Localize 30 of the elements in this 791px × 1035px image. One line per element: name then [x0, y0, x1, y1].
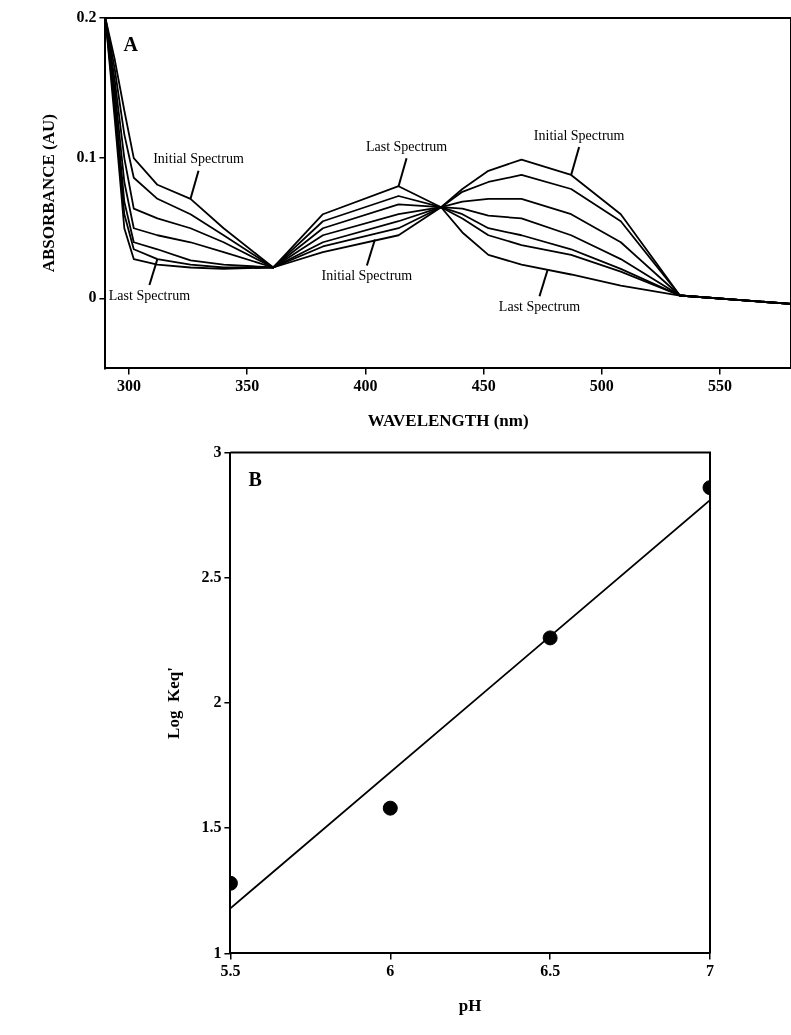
x-tick-label: 7	[706, 962, 714, 980]
x-tick-label: 350	[235, 377, 260, 395]
x-tick-label: 300	[117, 377, 142, 395]
x-tick-label: 5.5	[220, 962, 241, 980]
annotation: Initial Spectrum	[153, 151, 244, 167]
y-tick-label: 2	[213, 693, 222, 711]
y-tick-label: 1	[213, 943, 222, 961]
annotation: B	[248, 467, 262, 490]
annotation: Last Spectrum	[498, 298, 581, 314]
annotation: Initial Spectrum	[533, 127, 625, 143]
x-tick-label: 450	[471, 377, 496, 395]
annotation: Last Spectrum	[108, 287, 191, 303]
y-tick-label: 2.5	[201, 567, 222, 585]
x-axis-title: WAVELENGTH (nm)	[367, 411, 529, 431]
y-tick-label: 0.1	[76, 148, 97, 166]
x-axis-title: pH	[458, 996, 482, 1016]
x-tick-label: 500	[589, 377, 614, 395]
y-axis-title: Log Keq'	[163, 667, 183, 739]
annotation: Initial Spectrum	[321, 268, 413, 284]
x-tick-label: 6.5	[540, 962, 561, 980]
y-tick-label: 0	[88, 288, 97, 306]
y-tick-label: 0.2	[76, 8, 97, 26]
x-tick-label: 6	[386, 962, 395, 980]
x-tick-label: 400	[353, 377, 378, 395]
x-tick-label: 550	[708, 377, 733, 395]
y-axis-title: ABSORBANCE (AU)	[38, 114, 58, 273]
y-tick-label: 3	[213, 442, 222, 460]
annotation: Last Spectrum	[365, 138, 448, 154]
annotation: A	[123, 33, 139, 56]
y-tick-label: 1.5	[201, 818, 222, 836]
